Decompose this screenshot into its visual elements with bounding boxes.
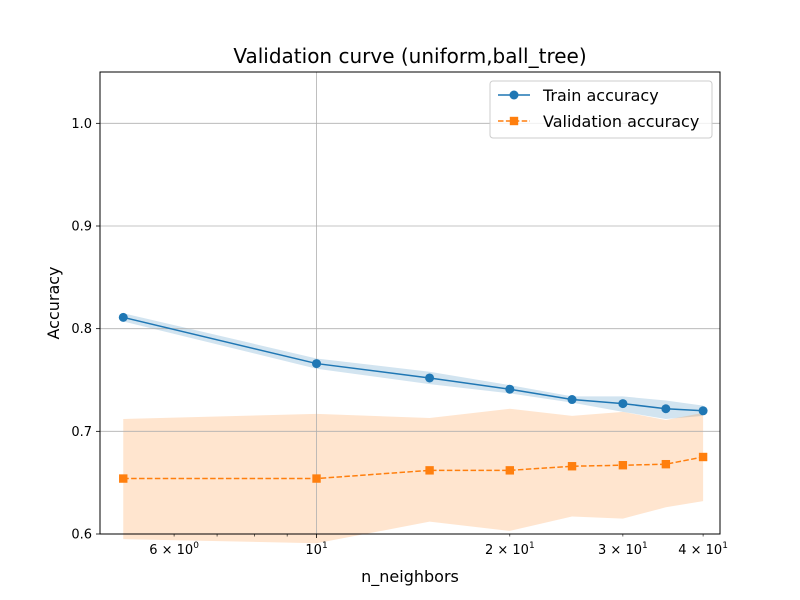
data-point-validation	[618, 461, 628, 470]
x-tick-label: 2 × 101	[485, 541, 535, 558]
data-point-train	[567, 395, 577, 405]
legend-label-validation: Validation accuracy	[543, 112, 699, 131]
series-line-train	[123, 316, 704, 412]
confidence-band-train	[123, 313, 704, 420]
legend-marker-validation	[509, 116, 519, 126]
y-tick-label: 1.0	[71, 117, 92, 132]
data-point-validation	[505, 466, 515, 475]
y-tick-label: 0.8	[71, 322, 92, 337]
confidence-band-validation	[123, 408, 704, 544]
data-point-train	[312, 359, 322, 369]
y-tick-label: 0.9	[71, 220, 92, 235]
y-tick-label: 0.7	[71, 425, 92, 440]
chart-title: Validation curve (uniform,ball_tree)	[233, 44, 586, 68]
series-lines	[123, 316, 704, 480]
legend-marker-train	[509, 90, 519, 100]
plot-frame	[99, 71, 721, 535]
data-point-validation	[425, 466, 434, 475]
x-tick-label: 4 × 101	[678, 541, 728, 558]
confidence-bands	[123, 313, 704, 544]
x-axis-label: n_neighbors	[361, 567, 459, 587]
data-point-train	[425, 373, 435, 383]
data-point-validation	[661, 459, 671, 469]
data-point-validation	[119, 474, 128, 483]
series-markers	[118, 312, 708, 483]
data-point-validation	[312, 474, 321, 483]
legend-box	[489, 80, 713, 139]
y-axis-ticks: 0.6 0.7 0.8 0.9 1.0	[71, 117, 100, 543]
x-tick-label: 3 × 101	[598, 541, 648, 558]
y-tick-label: 0.6	[71, 528, 92, 543]
legend: Train accuracy Validation accuracy	[489, 80, 713, 139]
data-point-validation	[698, 452, 708, 462]
legend-label-train: Train accuracy	[542, 86, 659, 105]
data-point-train	[618, 399, 628, 409]
data-point-validation	[567, 462, 577, 471]
data-point-train	[698, 406, 708, 416]
plot-area	[100, 72, 720, 534]
data-point-train	[505, 384, 515, 394]
y-axis-label: Accuracy	[44, 266, 63, 339]
data-point-train	[118, 312, 128, 322]
x-tick-label: 6 × 100	[149, 541, 199, 558]
data-point-train	[661, 404, 671, 414]
